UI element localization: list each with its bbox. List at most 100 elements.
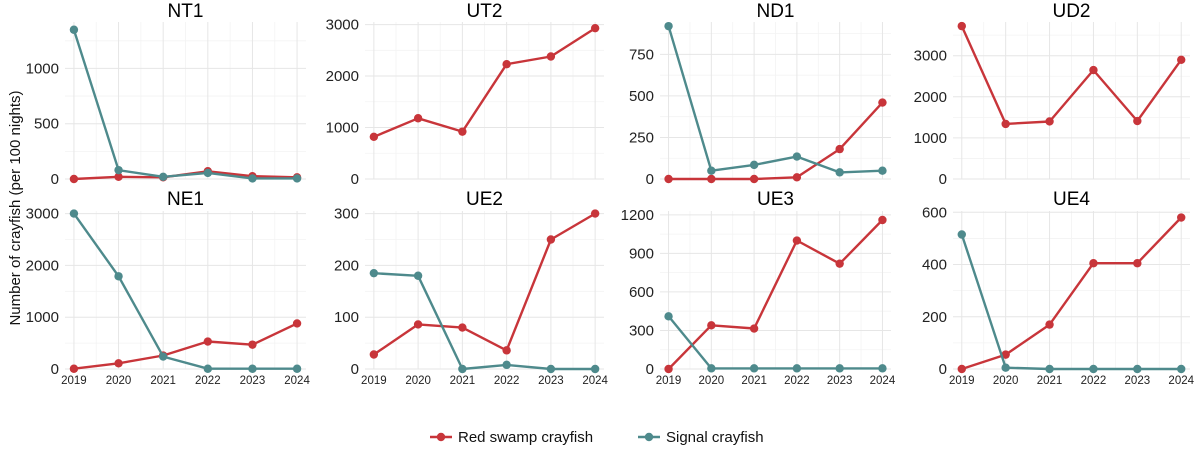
panel-title-ud2: UD2 [1052, 1, 1090, 22]
point-signal-crayfish [292, 364, 302, 373]
x-tick-label: 2020 [106, 375, 132, 387]
point-signal-crayfish [413, 271, 423, 280]
point-signal-crayfish [878, 166, 887, 175]
point-red-swamp-crayfish [1133, 116, 1142, 126]
panel-nd1: 0 250 500 750 ND1 [629, 1, 891, 188]
legend-item-signal-crayfish: Signal crayfish [638, 429, 764, 446]
point-red-swamp-crayfish [1177, 213, 1186, 222]
x-tick-label: 2022 [195, 375, 221, 387]
x-tick-label: 2020 [699, 375, 725, 387]
y-tick-label: 1200 [621, 207, 654, 224]
panel-ue4: 0 200 400 600 2019 2020 2021 2022 2023 2024 UE4 [922, 189, 1195, 387]
point-red-swamp-crayfish [835, 259, 844, 268]
point-signal-crayfish [792, 364, 802, 373]
y-tick-label: 0 [351, 171, 359, 188]
point-red-swamp-crayfish [502, 60, 511, 69]
x-tick-label: 2023 [240, 375, 266, 387]
y-tick-label: 3000 [26, 206, 59, 223]
series-line-red-swamp-crayfish [72, 322, 299, 370]
point-red-swamp-crayfish [707, 321, 716, 330]
point-signal-crayfish [69, 209, 79, 218]
point-red-swamp-crayfish [369, 132, 379, 141]
series-line-signal-crayfish [72, 28, 299, 180]
series-line-red-swamp-crayfish [372, 212, 597, 356]
y-tick-label: 0 [939, 171, 947, 188]
point-red-swamp-crayfish [1177, 55, 1186, 65]
legend-label: Signal crayfish [666, 429, 764, 446]
point-signal-crayfish [664, 312, 673, 321]
point-signal-crayfish [664, 21, 673, 31]
point-red-swamp-crayfish [1045, 320, 1054, 329]
y-axis-label: Number of crayfish (per 100 nights) [7, 90, 24, 325]
y-tick-label: 1000 [326, 120, 359, 137]
x-tick-label: 2019 [361, 375, 387, 387]
series-line-signal-crayfish [372, 272, 597, 371]
point-red-swamp-crayfish [292, 319, 302, 328]
y-tick-label: 200 [334, 257, 359, 274]
y-tick-label: 2000 [914, 89, 947, 106]
y-tick-label: 0 [351, 361, 359, 378]
point-signal-crayfish [248, 174, 257, 183]
y-tick-label: 1000 [26, 60, 59, 77]
series-line-red-swamp-crayfish [960, 24, 1183, 126]
y-tick-label: 200 [922, 309, 947, 326]
point-red-swamp-crayfish [203, 337, 213, 346]
point-red-swamp-crayfish [1089, 259, 1098, 268]
panel-title-ne1: NE1 [167, 189, 204, 210]
point-signal-crayfish [1133, 364, 1142, 374]
point-signal-crayfish [292, 174, 302, 183]
point-signal-crayfish [749, 364, 759, 373]
y-tick-label: 1000 [26, 309, 59, 326]
point-signal-crayfish [957, 230, 966, 239]
series-line-red-swamp-crayfish [960, 216, 1183, 371]
point-red-swamp-crayfish [369, 350, 379, 359]
legend-label: Red swamp crayfish [458, 429, 593, 446]
panel-ud2: 0 1000 2000 3000 UD2 [914, 1, 1190, 188]
point-signal-crayfish [158, 352, 168, 361]
y-tick-label: 100 [334, 309, 359, 326]
point-red-swamp-crayfish [749, 324, 759, 333]
x-tick-label: 2023 [538, 375, 564, 387]
point-signal-crayfish [114, 272, 123, 281]
point-red-swamp-crayfish [749, 174, 759, 184]
x-tick-label: 2023 [827, 375, 853, 387]
x-tick-label: 2021 [1037, 375, 1063, 387]
y-tick-label: 600 [629, 284, 654, 301]
x-tick-label: 2019 [949, 375, 975, 387]
series-line-red-swamp-crayfish [667, 101, 884, 181]
point-red-swamp-crayfish [590, 209, 600, 218]
point-red-swamp-crayfish [458, 127, 467, 136]
y-tick-label: 2000 [26, 257, 59, 274]
legend-item-red-swamp-crayfish: Red swamp crayfish [430, 429, 593, 446]
y-tick-label: 900 [629, 245, 654, 262]
point-signal-crayfish [590, 364, 600, 374]
point-red-swamp-crayfish [957, 21, 966, 31]
point-red-swamp-crayfish [878, 215, 887, 225]
x-tick-label: 2021 [450, 375, 476, 387]
panel-ne1: 0 1000 2000 3000 2019 2020 2021 2022 2023 2024 NE1 [26, 189, 311, 387]
point-red-swamp-crayfish [69, 174, 79, 184]
point-signal-crayfish [707, 166, 716, 175]
x-tick-label: 2024 [870, 375, 896, 387]
point-signal-crayfish [158, 172, 168, 181]
point-signal-crayfish [1089, 364, 1098, 374]
panel-title-ue4: UE4 [1053, 189, 1090, 210]
x-tick-label: 2020 [993, 375, 1019, 387]
x-tick-label: 2022 [784, 375, 810, 387]
point-red-swamp-crayfish [248, 340, 257, 349]
x-tick-label: 2024 [1168, 375, 1194, 387]
point-signal-crayfish [546, 364, 556, 374]
panels-group: 05001000NT10100020003000UT20250500750ND1… [26, 1, 1195, 387]
legend-swatch-point [436, 432, 446, 442]
point-red-swamp-crayfish [1001, 350, 1010, 359]
point-red-swamp-crayfish [1133, 259, 1142, 268]
panel-ue2: 0 100 200 300 2019 2020 2021 2022 2023 2024 UE2 [334, 189, 609, 387]
panel-title-ut2: UT2 [467, 1, 503, 22]
panel-nt1: 0 500 1000 NT1 [26, 1, 306, 188]
point-signal-crayfish [707, 364, 716, 373]
point-red-swamp-crayfish [413, 114, 423, 123]
x-tick-label: 2022 [494, 375, 520, 387]
x-tick-label: 2021 [741, 375, 767, 387]
point-signal-crayfish [203, 364, 213, 373]
point-red-swamp-crayfish [957, 364, 966, 374]
